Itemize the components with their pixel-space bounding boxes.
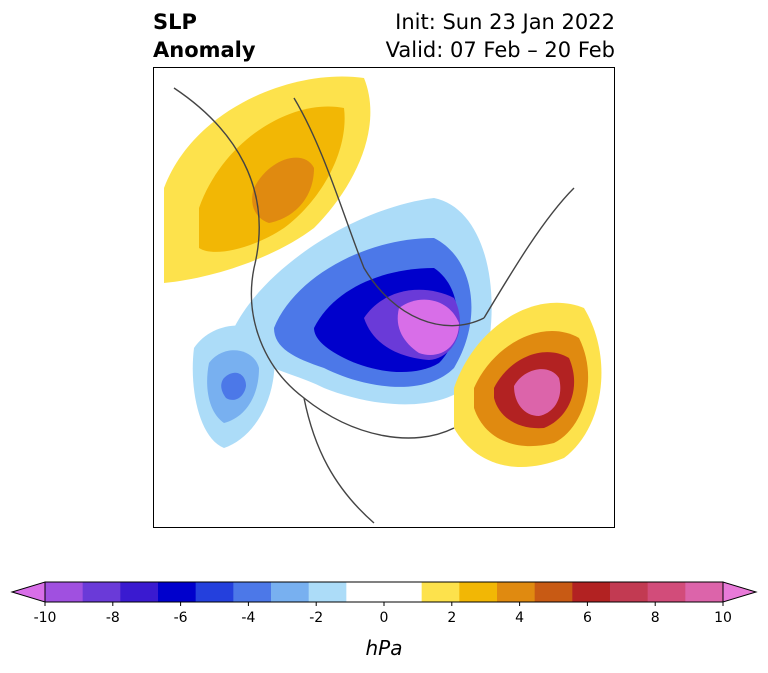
colorbar-tick-label: 0 [380, 610, 389, 626]
init-date: Init: Sun 23 Jan 2022 [395, 10, 615, 34]
colorbar-segment [647, 582, 686, 602]
colorbar-tick-label: 8 [651, 610, 660, 626]
colorbar-tick-label: 6 [583, 610, 592, 626]
colorbar-segment [534, 582, 573, 602]
anomaly-map [164, 76, 602, 524]
colorbar-segment [45, 582, 84, 602]
colorbar-segment [497, 582, 536, 602]
colorbar-tick-label: -2 [309, 610, 323, 626]
title-line-1: SLP [153, 10, 197, 34]
colorbar-segment [459, 582, 498, 602]
colorbar-segment [685, 582, 724, 602]
colorbar-tick-label: 4 [515, 610, 524, 626]
colorbar-segment [610, 582, 649, 602]
arctic-negative-anomaly [234, 198, 492, 405]
colorbar: -10 -8 -6 -4 -2 0 2 4 6 8 10 [10, 581, 758, 626]
colorbar-segment [308, 582, 347, 602]
colorbar-segment [572, 582, 611, 602]
atlantic-positive-anomaly [454, 302, 602, 467]
coastlines [173, 87, 575, 524]
colorbar-tick-label: -10 [34, 610, 57, 626]
colorbar-segment [82, 582, 121, 602]
colorbar-segment [158, 582, 197, 602]
colorbar-tick-label: 2 [447, 610, 456, 626]
colorbar-tick-label: -8 [106, 610, 120, 626]
title-line-2: Anomaly [153, 38, 256, 62]
colorbar-segments [10, 581, 758, 603]
colorbar-segment [384, 582, 423, 602]
colorbar-segment [233, 582, 272, 602]
colorbar-segment [120, 582, 159, 602]
colorbar-tick-label: 10 [714, 610, 732, 626]
colorbar-segment [195, 582, 234, 602]
map-panel [153, 67, 615, 528]
valid-range: Valid: 07 Feb – 20 Feb [385, 38, 615, 62]
colorbar-segment [421, 582, 460, 602]
pacific-negative-anomaly [192, 325, 275, 448]
colorbar-unit: hPa [365, 636, 403, 660]
colorbar-extend-min [10, 581, 46, 603]
colorbar-segment [346, 582, 385, 602]
colorbar-extend-max [722, 581, 758, 603]
date-info: Init: Sun 23 Jan 2022 Valid: 07 Feb – 20… [386, 8, 615, 64]
colorbar-tick-label: -6 [174, 610, 188, 626]
colorbar-tick-label: -4 [241, 610, 255, 626]
colorbar-ticks: -10 -8 -6 -4 -2 0 2 4 6 8 10 [34, 602, 732, 626]
chart-title: SLP Anomaly [153, 8, 256, 64]
colorbar-segment [271, 582, 310, 602]
europe-positive-anomaly [164, 76, 371, 284]
